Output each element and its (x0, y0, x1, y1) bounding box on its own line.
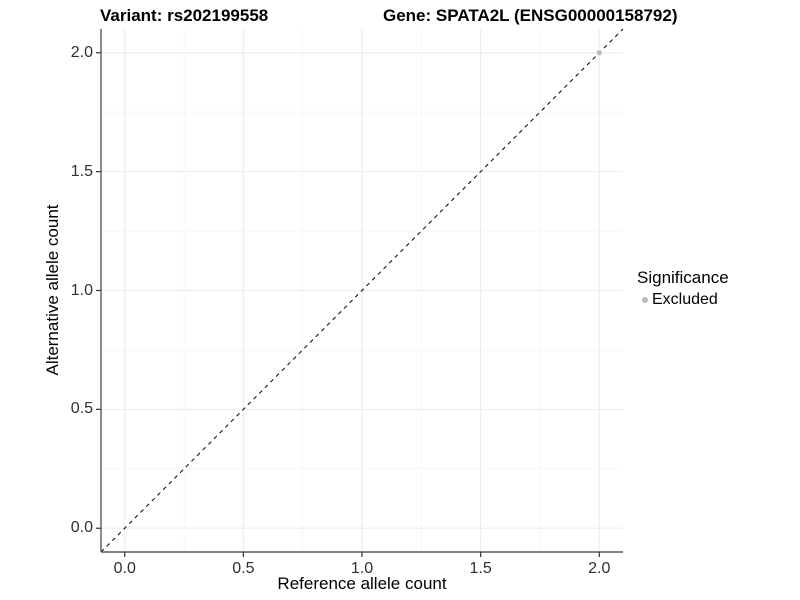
plot-title-variant: Variant: rs202199558 (100, 6, 269, 25)
x-tick-label: 0.0 (113, 560, 136, 577)
y-axis-title: Alternative allele count (43, 204, 62, 376)
y-tick-label: 0.5 (70, 400, 93, 418)
plot-title-gene: Gene: SPATA2L (ENSG00000158792) (383, 6, 678, 25)
legend-point-icon (642, 297, 648, 303)
legend-title: Significance (637, 268, 729, 287)
x-tick-label: 2.0 (588, 560, 611, 577)
legend: Significance Excluded (637, 268, 729, 309)
y-tick-label: 2.0 (70, 43, 93, 61)
y-tick-label: 1.0 (70, 281, 93, 299)
x-tick-label: 0.5 (232, 560, 255, 577)
x-tick-label: 1.0 (350, 560, 374, 577)
legend-item-excluded: Excluded (637, 291, 729, 309)
legend-item-label: Excluded (652, 291, 718, 308)
y-tick-label: 1.5 (70, 162, 93, 180)
data-point-excluded (596, 50, 602, 56)
x-axis-title: Reference allele count (277, 574, 447, 593)
x-tick-label: 1.5 (469, 560, 492, 577)
y-tick-label: 0.0 (70, 519, 93, 537)
identity-reference-line (100, 28, 624, 553)
